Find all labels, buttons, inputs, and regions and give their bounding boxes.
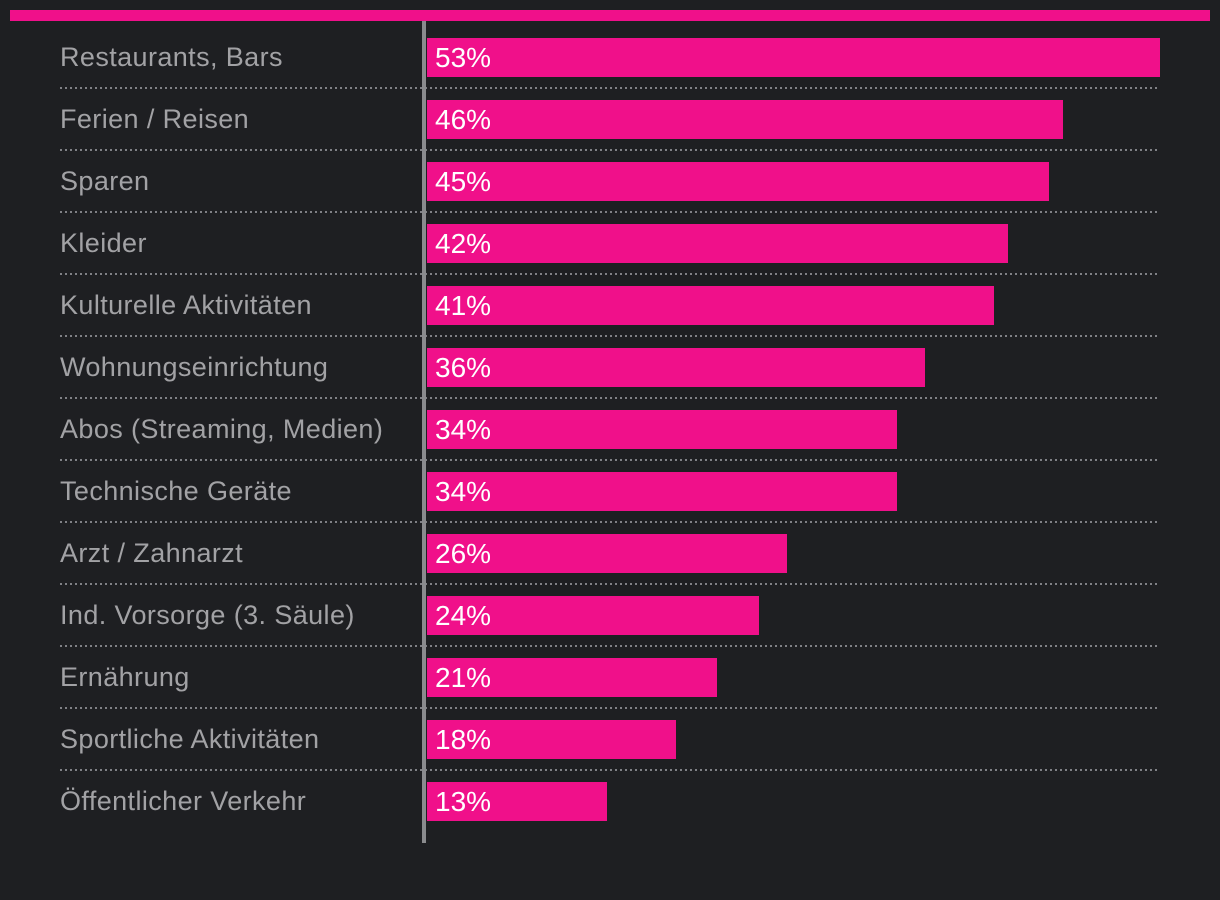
category-label: Abos (Streaming, Medien) bbox=[60, 414, 384, 444]
chart-rows: Restaurants, Bars 53% Ferien / Reisen 46… bbox=[0, 26, 1220, 832]
value-label: 53% bbox=[435, 41, 492, 73]
bar: 36% bbox=[427, 348, 925, 387]
row-separator bbox=[60, 583, 1160, 585]
value-label: 34% bbox=[435, 413, 492, 445]
category-label: Technische Geräte bbox=[60, 476, 292, 506]
category-label: Öffentlicher Verkehr bbox=[60, 786, 307, 816]
category-label: Arzt / Zahnarzt bbox=[60, 538, 244, 568]
category-label: Ind. Vorsorge (3. Säule) bbox=[60, 600, 355, 630]
row-separator bbox=[60, 87, 1160, 89]
bar: 34% bbox=[427, 472, 897, 511]
bar: 13% bbox=[427, 782, 607, 821]
value-label: 41% bbox=[435, 289, 492, 321]
category-label: Ernährung bbox=[60, 662, 190, 692]
row-separator bbox=[60, 211, 1160, 213]
row-separator bbox=[60, 645, 1160, 647]
bar-row: Wohnungseinrichtung 36% bbox=[0, 336, 1220, 399]
bar: 53% bbox=[427, 38, 1160, 77]
category-label: Sportliche Aktivitäten bbox=[60, 724, 320, 754]
y-axis-line bbox=[422, 21, 426, 843]
category-label: Kulturelle Aktivitäten bbox=[60, 290, 312, 320]
category-label: Wohnungseinrichtung bbox=[60, 352, 329, 382]
row-separator bbox=[60, 335, 1160, 337]
bar-row: Technische Geräte 34% bbox=[0, 460, 1220, 523]
bar-row: Kleider 42% bbox=[0, 212, 1220, 275]
accent-stripe bbox=[10, 10, 1210, 21]
value-label: 42% bbox=[435, 227, 492, 259]
bar: 18% bbox=[427, 720, 676, 759]
bar-row: Sparen 45% bbox=[0, 150, 1220, 213]
category-label: Restaurants, Bars bbox=[60, 42, 283, 72]
row-separator bbox=[60, 707, 1160, 709]
value-label: 13% bbox=[435, 785, 492, 817]
bar: 34% bbox=[427, 410, 897, 449]
bar-row: Sportliche Aktivitäten 18% bbox=[0, 708, 1220, 771]
bar-row: Kulturelle Aktivitäten 41% bbox=[0, 274, 1220, 337]
bar-row: Ferien / Reisen 46% bbox=[0, 88, 1220, 151]
bar-row: Arzt / Zahnarzt 26% bbox=[0, 522, 1220, 585]
bar: 24% bbox=[427, 596, 759, 635]
value-label: 21% bbox=[435, 661, 492, 693]
value-label: 34% bbox=[435, 475, 492, 507]
row-separator bbox=[60, 769, 1160, 771]
bar: 45% bbox=[427, 162, 1049, 201]
bar: 42% bbox=[427, 224, 1008, 263]
bar: 26% bbox=[427, 534, 787, 573]
value-label: 36% bbox=[435, 351, 492, 383]
bar: 41% bbox=[427, 286, 994, 325]
row-separator bbox=[60, 397, 1160, 399]
bar-row: Öffentlicher Verkehr 13% bbox=[0, 770, 1220, 832]
value-label: 24% bbox=[435, 599, 492, 631]
value-label: 26% bbox=[435, 537, 492, 569]
row-separator bbox=[60, 149, 1160, 151]
category-label: Sparen bbox=[60, 166, 150, 196]
bar-row: Ind. Vorsorge (3. Säule) 24% bbox=[0, 584, 1220, 647]
category-label: Ferien / Reisen bbox=[60, 104, 250, 134]
value-label: 18% bbox=[435, 723, 492, 755]
bar: 46% bbox=[427, 100, 1063, 139]
bar-row: Abos (Streaming, Medien) 34% bbox=[0, 398, 1220, 461]
row-separator bbox=[60, 459, 1160, 461]
category-label: Kleider bbox=[60, 228, 147, 258]
value-label: 46% bbox=[435, 103, 492, 135]
row-separator bbox=[60, 521, 1160, 523]
row-separator bbox=[60, 273, 1160, 275]
bar-row: Ernährung 21% bbox=[0, 646, 1220, 709]
bar: 21% bbox=[427, 658, 717, 697]
bar-row: Restaurants, Bars 53% bbox=[0, 26, 1220, 89]
value-label: 45% bbox=[435, 165, 492, 197]
